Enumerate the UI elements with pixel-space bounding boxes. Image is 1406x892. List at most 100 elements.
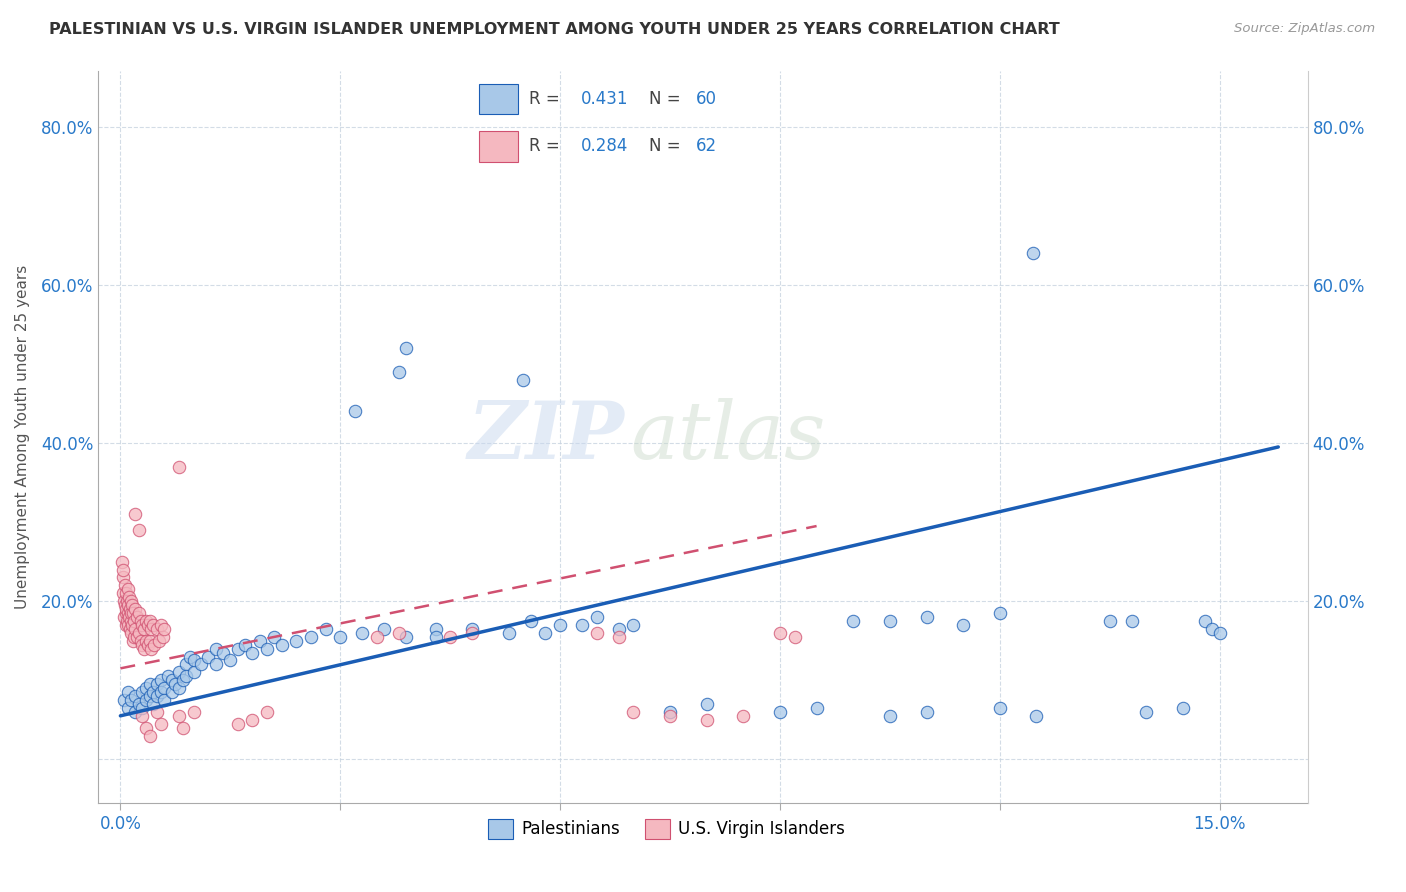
Point: [395, 630, 418, 644]
Point: [132, 641, 155, 656]
Text: R =: R =: [529, 90, 560, 108]
Point: [226, 641, 249, 656]
Point: [129, 614, 152, 628]
Point: [226, 716, 249, 731]
Point: [425, 630, 447, 644]
Point: [149, 716, 172, 731]
Point: [183, 653, 205, 667]
Point: [1025, 708, 1047, 723]
Point: [1022, 246, 1045, 260]
Point: [1201, 622, 1223, 636]
Point: [366, 630, 388, 644]
Point: [879, 708, 901, 723]
Point: [111, 570, 134, 584]
Point: [167, 459, 190, 474]
Point: [142, 685, 165, 699]
Point: [124, 705, 146, 719]
Point: [111, 586, 134, 600]
Point: [131, 618, 153, 632]
Point: [118, 622, 141, 636]
Point: [131, 638, 153, 652]
Point: [204, 641, 226, 656]
Point: [152, 630, 174, 644]
Point: [124, 689, 146, 703]
Point: [498, 625, 520, 640]
Point: [915, 610, 938, 624]
Point: [153, 693, 176, 707]
Point: [659, 708, 682, 723]
Point: [696, 713, 718, 727]
Point: [120, 693, 142, 707]
Point: [120, 625, 142, 640]
Point: [1194, 614, 1216, 628]
Point: [915, 705, 938, 719]
Point: [176, 657, 198, 672]
Point: [571, 618, 593, 632]
Point: [153, 622, 176, 636]
Point: [733, 708, 755, 723]
Point: [112, 693, 135, 707]
Point: [520, 614, 543, 628]
Point: [114, 618, 136, 632]
Point: [117, 618, 139, 632]
Point: [128, 625, 150, 640]
Point: [343, 404, 366, 418]
Point: [167, 681, 190, 695]
Point: [135, 633, 157, 648]
Text: Source: ZipAtlas.com: Source: ZipAtlas.com: [1234, 22, 1375, 36]
Point: [769, 705, 792, 719]
Point: [114, 578, 136, 592]
Point: [117, 701, 139, 715]
Point: [285, 633, 308, 648]
Point: [190, 657, 212, 672]
Text: 60: 60: [696, 90, 717, 108]
Point: [621, 705, 644, 719]
Point: [135, 614, 157, 628]
Point: [425, 622, 447, 636]
Point: [135, 681, 157, 695]
Point: [167, 665, 190, 680]
Point: [128, 606, 150, 620]
Point: [1208, 625, 1230, 640]
Point: [118, 610, 141, 624]
Legend: Palestinians, U.S. Virgin Islanders: Palestinians, U.S. Virgin Islanders: [481, 812, 852, 846]
Point: [142, 697, 165, 711]
Point: [256, 641, 278, 656]
Point: [270, 638, 292, 652]
Point: [149, 673, 172, 688]
Text: R =: R =: [529, 137, 560, 155]
Point: [988, 701, 1011, 715]
Point: [120, 614, 142, 628]
Point: [117, 582, 139, 597]
Point: [512, 373, 534, 387]
Point: [621, 618, 644, 632]
Point: [138, 689, 160, 703]
Point: [157, 669, 180, 683]
Point: [534, 625, 557, 640]
Point: [160, 685, 183, 699]
Point: [112, 562, 135, 576]
Point: [461, 625, 484, 640]
Point: [204, 657, 226, 672]
Point: [112, 610, 135, 624]
Point: [1121, 614, 1143, 628]
Point: [879, 614, 901, 628]
Y-axis label: Unemployment Among Youth under 25 years: Unemployment Among Youth under 25 years: [15, 265, 30, 609]
Point: [153, 681, 176, 695]
Point: [121, 598, 143, 612]
FancyBboxPatch shape: [479, 84, 517, 114]
Point: [197, 649, 219, 664]
Point: [148, 633, 170, 648]
Point: [783, 630, 806, 644]
Point: [135, 721, 157, 735]
Point: [315, 622, 337, 636]
Point: [124, 622, 146, 636]
Point: [461, 622, 484, 636]
Point: [125, 630, 148, 644]
Point: [117, 598, 139, 612]
Point: [131, 701, 153, 715]
Text: PALESTINIAN VS U.S. VIRGIN ISLANDER UNEMPLOYMENT AMONG YOUTH UNDER 25 YEARS CORR: PALESTINIAN VS U.S. VIRGIN ISLANDER UNEM…: [49, 22, 1060, 37]
FancyBboxPatch shape: [479, 131, 517, 161]
Point: [135, 693, 157, 707]
Point: [142, 618, 165, 632]
